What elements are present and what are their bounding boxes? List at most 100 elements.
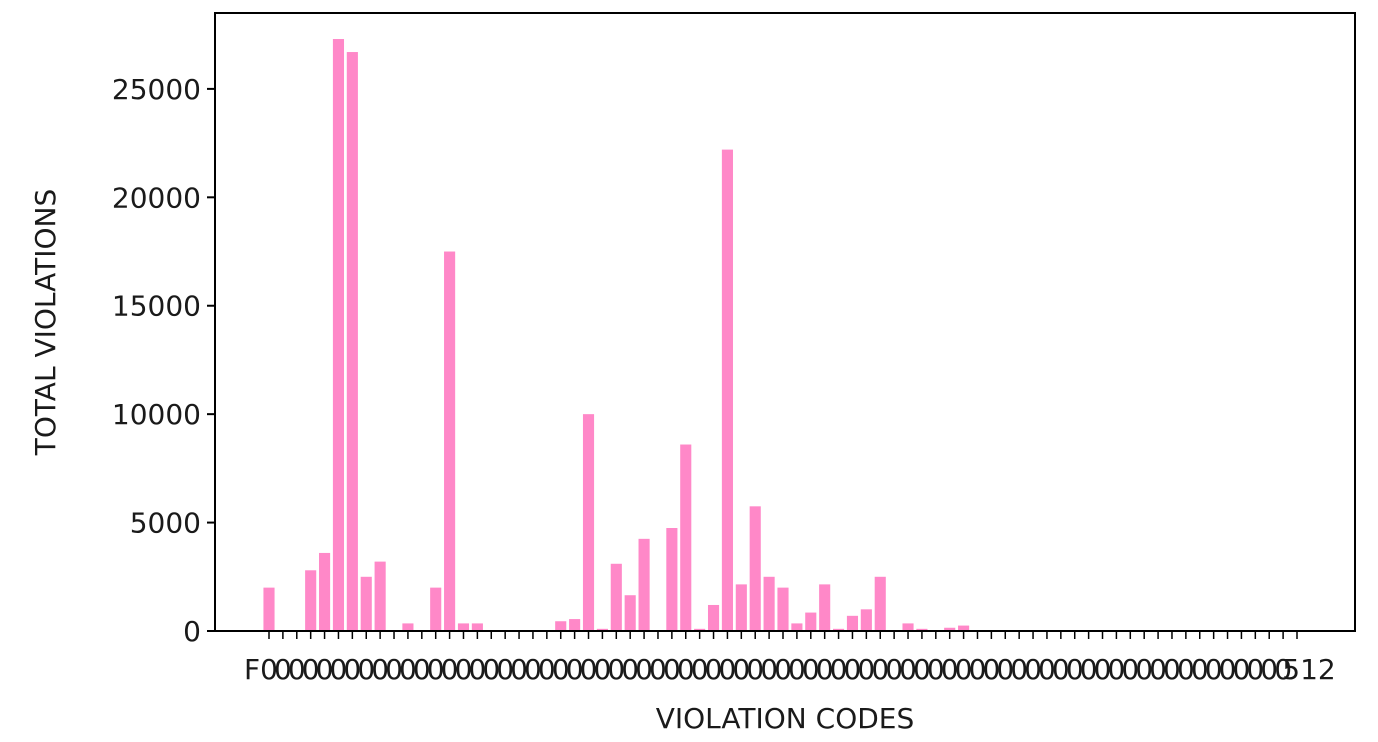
plot-frame <box>214 12 1356 632</box>
x-tick-label: 0 <box>899 653 917 686</box>
x-tick-label: 0 <box>441 653 459 686</box>
x-tick-label: 0 <box>413 653 431 686</box>
x-tick-label: 0 <box>593 653 611 686</box>
x-tick-label: 0 <box>1038 653 1056 686</box>
x-tick-label: 0 <box>871 653 889 686</box>
x-tick-label: 0 <box>538 653 556 686</box>
x-tick-label: 0 <box>1246 653 1264 686</box>
x-tick-label: 0 <box>1274 653 1292 686</box>
x-tick-label: 0 <box>635 653 653 686</box>
bar <box>444 251 456 632</box>
x-tick-label: 0 <box>566 653 584 686</box>
bar <box>944 627 956 631</box>
bar <box>319 552 331 631</box>
bar <box>791 623 803 631</box>
x-tick-label: 0 <box>774 653 792 686</box>
bar <box>346 52 358 632</box>
bar <box>777 587 789 631</box>
y-tick-label: 5000 <box>130 507 201 540</box>
bar <box>402 623 414 631</box>
bar <box>666 528 678 631</box>
x-tick-label: 0 <box>288 653 306 686</box>
bar <box>263 587 275 631</box>
bar <box>958 625 970 631</box>
bar <box>763 576 775 631</box>
x-tick-label: 0 <box>1135 653 1153 686</box>
x-tick-label: 0 <box>385 653 403 686</box>
x-tick-label: 0 <box>691 653 709 686</box>
x-tick-label: 0 <box>510 653 528 686</box>
x-tick-label: 0 <box>316 653 334 686</box>
x-tick-label: 0 <box>955 653 973 686</box>
bar <box>694 628 706 631</box>
bar <box>360 576 372 631</box>
x-tick-label: 0 <box>552 653 570 686</box>
x-tick-label: 0 <box>1010 653 1028 686</box>
x-tick-label: 0 <box>719 653 737 686</box>
y-tick-label: 0 <box>183 615 201 648</box>
x-tick-label: 0 <box>788 653 806 686</box>
y-tick-label: 10000 <box>112 398 201 431</box>
x-tick-label: 0 <box>371 653 389 686</box>
bar <box>721 149 733 631</box>
x-tick-label: 0 <box>399 653 417 686</box>
bar <box>805 612 817 631</box>
bar <box>833 628 845 631</box>
x-tick-label: 0 <box>1121 653 1139 686</box>
x-tick-label: 0 <box>649 653 667 686</box>
x-tick-label: 0 <box>969 653 987 686</box>
x-tick-label: 0 <box>732 653 750 686</box>
x-tick-label: 0 <box>927 653 945 686</box>
bar <box>332 39 345 631</box>
x-tick-label: 0 <box>802 653 820 686</box>
x-tick-label: 0 <box>496 653 514 686</box>
x-tick-label: 0 <box>982 653 1000 686</box>
x-tick-label: 0 <box>1107 653 1125 686</box>
bar <box>305 570 317 631</box>
x-tick-label: 0 <box>607 653 625 686</box>
bar <box>707 604 720 631</box>
bar <box>582 414 595 631</box>
bar <box>569 619 581 631</box>
bar <box>555 621 567 631</box>
bar <box>749 506 761 631</box>
bar <box>624 595 636 631</box>
x-tick-label: 0 <box>1219 653 1237 686</box>
x-tick-label-last: 512 <box>1282 653 1335 686</box>
x-tick-label: 0 <box>913 653 931 686</box>
x-tick-label: 0 <box>621 653 639 686</box>
bar <box>874 576 886 631</box>
bar <box>374 561 386 631</box>
x-tick-label: 0 <box>455 653 473 686</box>
x-tick-label: 0 <box>482 653 500 686</box>
x-tick-label: 0 <box>830 653 848 686</box>
bar <box>902 623 914 631</box>
x-tick-label: 0 <box>885 653 903 686</box>
x-tick-label: 0 <box>1066 653 1084 686</box>
x-tick-label: 0 <box>1260 653 1278 686</box>
x-tick-label: 0 <box>1163 653 1181 686</box>
y-axis-label: TOTAL VIOLATIONS <box>29 189 62 457</box>
x-tick-label-first: F0 <box>244 653 278 686</box>
bar <box>819 584 831 631</box>
x-tick-label: 0 <box>677 653 695 686</box>
x-tick-label: 0 <box>357 653 375 686</box>
bar <box>596 628 608 631</box>
y-tick-label: 20000 <box>112 181 201 214</box>
bar <box>735 584 747 631</box>
bar <box>471 623 483 631</box>
x-tick-label: 0 <box>857 653 875 686</box>
x-axis: 0000000000000000000000000000000000000000… <box>268 631 1298 686</box>
x-tick-label: 0 <box>1080 653 1098 686</box>
x-tick-label: 0 <box>427 653 445 686</box>
bar <box>916 628 928 631</box>
x-tick-label: 0 <box>1094 653 1112 686</box>
x-axis-label: VIOLATION CODES <box>656 702 915 735</box>
x-tick-label: 0 <box>760 653 778 686</box>
y-tick-label: 25000 <box>112 73 201 106</box>
x-tick-label: 0 <box>330 653 348 686</box>
x-tick-label: 0 <box>1177 653 1195 686</box>
x-tick-label: 0 <box>524 653 542 686</box>
bar <box>846 615 859 631</box>
